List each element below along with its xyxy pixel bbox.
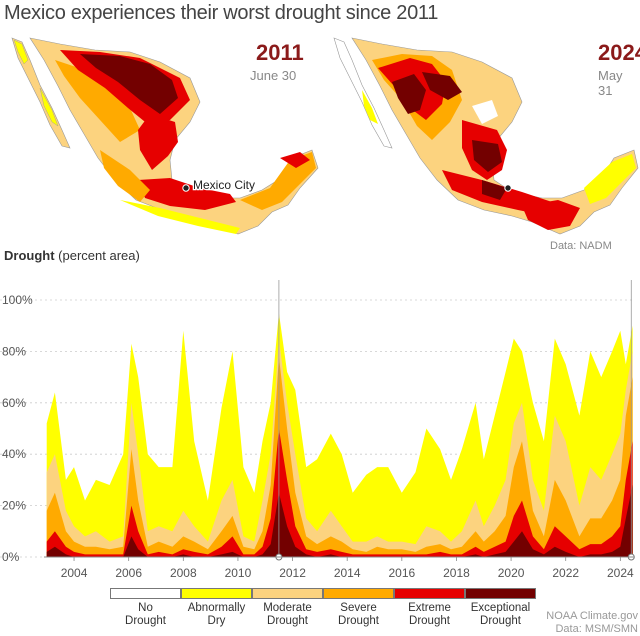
page-title: Mexico experiences their worst drought s… <box>4 2 439 24</box>
legend-label-line1: Moderate <box>263 602 312 614</box>
mexico-city-marker-2024 <box>504 184 512 192</box>
x-tick-label-2006: 2006 <box>115 566 142 580</box>
x-tick-label-2010: 2010 <box>225 566 252 580</box>
map-2024 <box>333 37 639 235</box>
legend-label-0: No Drought <box>110 602 181 628</box>
footer-credits: NOAA Climate.gov Data: MSM/SMN <box>546 610 638 636</box>
x-tick-label-2014: 2014 <box>334 566 361 580</box>
legend-label-4: Extreme Drought <box>394 602 465 628</box>
legend-swatch-3 <box>323 588 394 599</box>
drought-chart: 0% 20% 40% 60% 80% 100% 2004 2006 2008 2010 2012 20… <box>0 280 635 580</box>
legend-label-line1: Abnormally <box>187 602 246 614</box>
y-tick-label-40: 40% <box>2 447 26 461</box>
area-series-0 <box>46 312 633 557</box>
y-tick-label-100: 100% <box>2 293 33 307</box>
legend-label-line2: Drought <box>267 615 308 627</box>
chart-ylabel-rest: (percent area) <box>54 248 140 263</box>
legend-label-line1: Exceptional <box>470 602 531 614</box>
legend-label-1: Abnormally Dry <box>181 602 252 628</box>
map-2011-date: June 30 <box>250 68 297 83</box>
x-tick-label-2024: 2024 <box>607 566 634 580</box>
x-tick-label-2022: 2022 <box>552 566 579 580</box>
legend-label-line2: Drought <box>338 615 379 627</box>
legend-label-line1: Extreme <box>408 602 451 614</box>
legend-swatch-5 <box>465 588 536 599</box>
legend-swatch-1 <box>181 588 252 599</box>
y-tick-label-0: 0% <box>2 550 20 564</box>
legend-label-5: Exceptional Drought <box>465 602 536 628</box>
x-tick-label-2008: 2008 <box>170 566 197 580</box>
legend-label-line2: Dry <box>207 615 226 627</box>
legend-label-line1: No <box>138 602 153 614</box>
legend-label-line1: Severe <box>340 602 377 614</box>
x-tick-label-2004: 2004 <box>61 566 88 580</box>
map-2024-year: 2024 <box>598 40 640 65</box>
map-2024-date: May 31 <box>598 68 623 98</box>
mexico-city-label: Mexico City <box>193 178 255 192</box>
x-tick-label-2020: 2020 <box>498 566 525 580</box>
marker-layer <box>275 280 635 561</box>
legend-swatch-2 <box>252 588 323 599</box>
legend-label-line2: Drought <box>409 615 450 627</box>
legend: No Drought Abnormally Dry Moderate Drought Sev… <box>110 588 536 632</box>
x-tick-label-2012: 2012 <box>279 566 306 580</box>
mexico-city-marker <box>182 184 190 192</box>
legend-label-3: Severe Drought <box>323 602 394 628</box>
y-tick-label-80: 80% <box>2 344 26 358</box>
map-data-source: Data: NADM <box>550 240 612 252</box>
y-tick-label-20: 20% <box>2 499 26 513</box>
legend-label-line2: Drought <box>480 615 521 627</box>
area-layer <box>46 312 633 557</box>
x-tick-label-2018: 2018 <box>443 566 470 580</box>
legend-swatch-0 <box>110 588 181 599</box>
axis-layer: 0% 20% 40% 60% 80% 100% 2004 2006 2008 2010 2012 20… <box>2 293 634 580</box>
legend-label-2: Moderate Drought <box>252 602 323 628</box>
legend-swatch-4 <box>394 588 465 599</box>
chart-ylabel-bold: Drought <box>4 248 55 263</box>
footer-line1: NOAA Climate.gov <box>546 610 638 622</box>
legend-label-line2: Drought <box>125 615 166 627</box>
x-tick-label-2016: 2016 <box>388 566 415 580</box>
footer-line2: Data: MSM/SMN <box>555 623 638 635</box>
area-series-2 <box>46 356 633 557</box>
map-2011: Mexico City <box>11 37 319 235</box>
y-tick-label-60: 60% <box>2 396 26 410</box>
map-2011-year: 2011 <box>256 40 304 65</box>
chart-ylabel: Drought (percent area) <box>4 248 140 263</box>
